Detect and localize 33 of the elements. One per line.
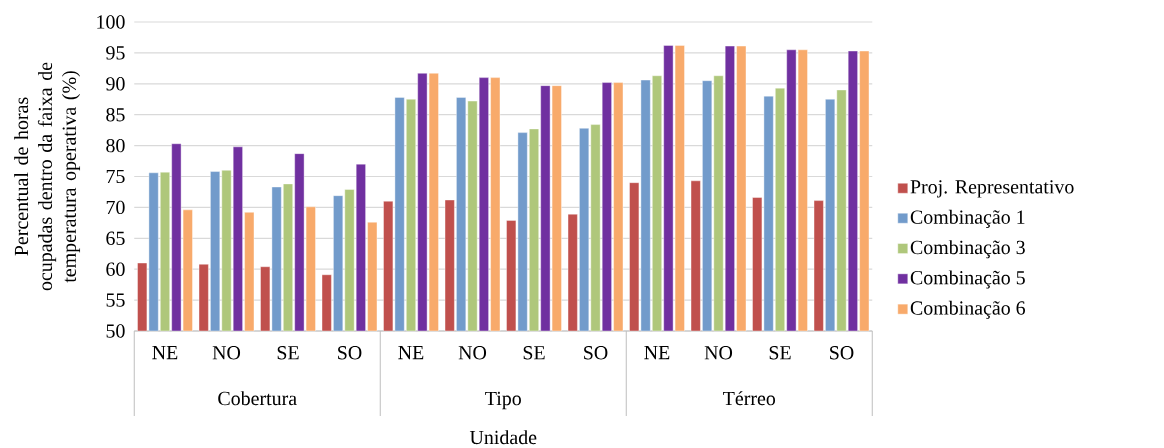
text: Térreo xyxy=(723,391,776,406)
x-tick-label: SO xyxy=(338,346,362,360)
y-axis-title: Percentual de horas ocupadas dentro da faixa de temperatura operativa (%) xyxy=(14,62,81,291)
x-tick-label: SE xyxy=(523,346,545,360)
y-tick-label: 95 xyxy=(106,46,125,60)
x-axis-title: Unidade xyxy=(469,430,537,445)
legend-label: Proj. Representativo xyxy=(910,180,1074,198)
x-tick-label: NO xyxy=(212,346,241,360)
x-tick-label: NE xyxy=(152,346,178,360)
x-tick-label: NE xyxy=(644,346,670,360)
y-tick-label: 85 xyxy=(106,107,125,122)
y-tick-label: 90 xyxy=(106,77,125,91)
y-tick-label: 65 xyxy=(106,231,125,245)
y-tick-label: 50 xyxy=(106,324,125,338)
y-tick-label: 80 xyxy=(106,138,125,153)
x-tick-label: NE xyxy=(398,346,424,360)
y-tick-label: 75 xyxy=(106,169,125,184)
x-tick-label: NO xyxy=(458,346,487,360)
y-tick-label: 70 xyxy=(106,200,125,215)
x-tick-label: NO xyxy=(704,346,733,360)
legend-label: Combinação 1 xyxy=(910,209,1025,228)
legend-label: Combinação 6 xyxy=(910,300,1026,319)
y-tick-label: 100 xyxy=(97,15,125,29)
text: Tipo xyxy=(485,391,521,410)
y-tick-label: 55 xyxy=(106,293,125,307)
text: Cobertura xyxy=(218,391,297,406)
y-tick-label: 60 xyxy=(106,262,125,276)
x-tick-label: SE xyxy=(769,346,791,360)
legend-label: Combinação 5 xyxy=(910,270,1025,289)
legend-label: Combinação 3 xyxy=(910,240,1025,259)
x-tick-label: SO xyxy=(830,346,854,360)
x-tick-label: SO xyxy=(584,346,608,360)
x-tick-label: SE xyxy=(277,346,299,360)
